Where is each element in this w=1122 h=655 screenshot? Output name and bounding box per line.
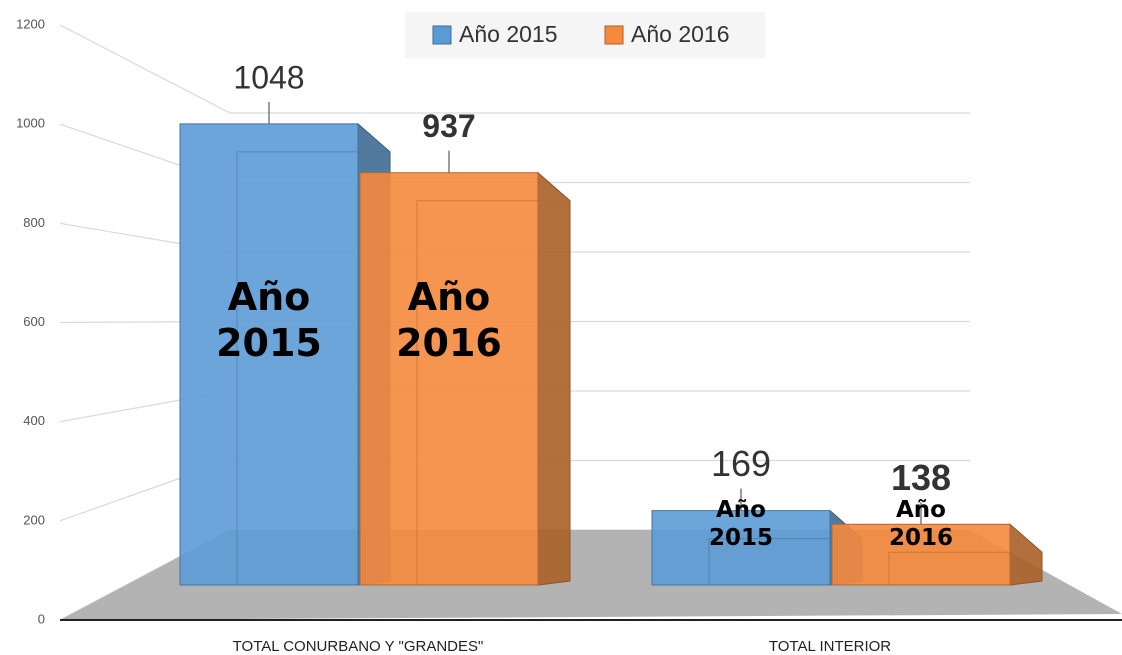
bar-front bbox=[179, 123, 359, 586]
bar bbox=[359, 171, 571, 586]
bar-inner-label: Año 2016 bbox=[888, 497, 953, 551]
bar-back-edge bbox=[888, 551, 1042, 585]
data-label: 937 bbox=[422, 108, 475, 144]
bar-front bbox=[359, 172, 539, 586]
y-tick-label: 600 bbox=[23, 314, 45, 329]
legend-label: Año 2016 bbox=[631, 21, 729, 47]
bar-inner-label: Año 2015 bbox=[216, 275, 322, 365]
bar-side bbox=[537, 171, 571, 586]
y-tick-label: 800 bbox=[23, 215, 45, 230]
x-tick-label: TOTAL CONURBANO Y "GRANDES" bbox=[233, 638, 484, 655]
bar-inner-label: Año 2015 bbox=[708, 497, 773, 551]
y-tick-label: 0 bbox=[38, 611, 45, 626]
data-label: 169 bbox=[711, 443, 771, 484]
legend-swatch bbox=[604, 25, 624, 45]
y-tick-label: 400 bbox=[23, 413, 45, 428]
y-tick-label: 1200 bbox=[16, 16, 45, 31]
bar-front bbox=[831, 523, 1011, 586]
bar-front bbox=[651, 510, 831, 586]
bar-back-edge bbox=[416, 200, 570, 585]
bar-inner-label: Año 2016 bbox=[396, 275, 502, 365]
bar bbox=[831, 523, 1043, 586]
bar-back-edge bbox=[708, 538, 862, 585]
legend-swatch bbox=[432, 25, 452, 45]
legend-box bbox=[405, 12, 765, 58]
bar-back-edge bbox=[236, 151, 390, 585]
grid-line bbox=[59, 24, 970, 114]
data-label: 1048 bbox=[233, 59, 304, 95]
x-tick-label: TOTAL INTERIOR bbox=[769, 638, 891, 655]
y-tick-label: 200 bbox=[23, 512, 45, 527]
legend-label: Año 2015 bbox=[459, 21, 557, 47]
y-tick-label: 1000 bbox=[16, 116, 45, 131]
bar-side bbox=[1009, 523, 1043, 586]
data-label: 138 bbox=[891, 457, 951, 498]
